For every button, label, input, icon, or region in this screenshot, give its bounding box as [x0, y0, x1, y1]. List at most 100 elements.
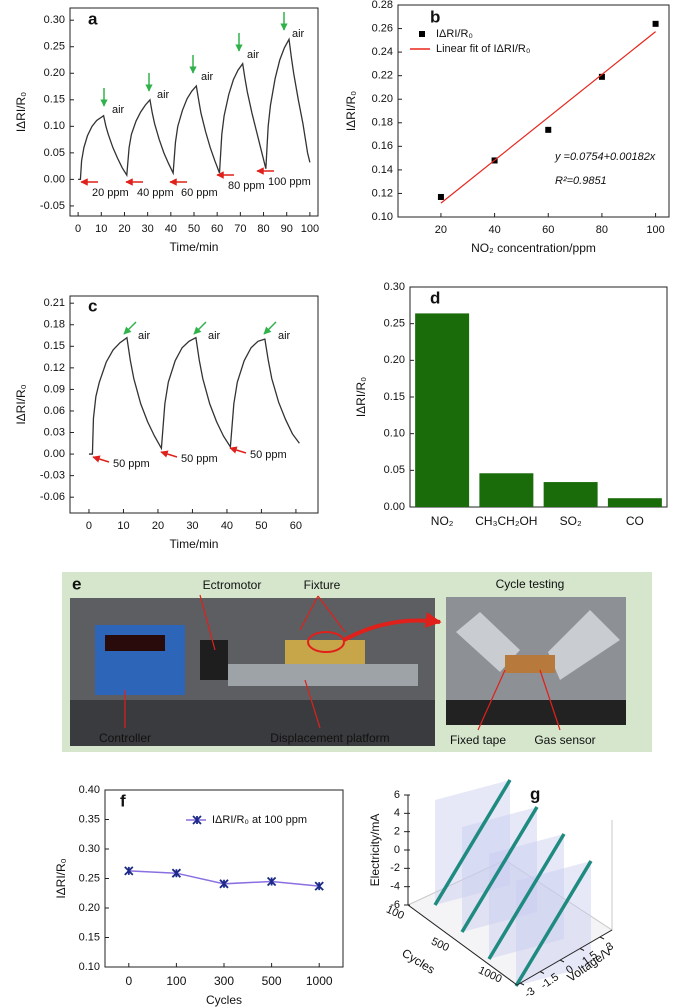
annotation: 60 ppm [181, 187, 218, 199]
panel-label: d [430, 288, 440, 307]
x-tick-label: 20 [118, 223, 130, 235]
plot-frame [69, 295, 319, 514]
photo-sensor [505, 655, 555, 673]
panel-label: f [120, 791, 126, 810]
x-axis [516, 929, 613, 986]
y-tick-label: -0.05 [40, 200, 65, 212]
y-tick-label: 0.21 [44, 297, 65, 309]
x-axis-label: Time/min [170, 240, 219, 254]
annotation: y =0.0754+0.00182x [554, 151, 656, 163]
data-marker [314, 881, 324, 891]
legend-label: IΔRI/R₀ [436, 28, 473, 40]
annotation: R²=0.9851 [555, 175, 607, 187]
annotation-arrow [229, 446, 247, 454]
x-tick-label: 0 [75, 223, 81, 235]
y-tick-label: 0.18 [372, 117, 393, 129]
x-tick-label: 100 [166, 974, 186, 988]
iv-curve [460, 806, 539, 933]
x-tick-label: 30 [186, 520, 198, 532]
x-tick-label: 10 [117, 520, 129, 532]
x-tick-label: 60 [211, 223, 223, 235]
photo-shadow [446, 700, 626, 725]
zoom-arrow [343, 612, 442, 642]
panel-label: g [530, 784, 540, 803]
annotation: air [201, 71, 214, 83]
y-tick-label: 0 [394, 844, 400, 856]
z-axis-label: Cycles [399, 946, 437, 977]
x-tick-label: 70 [234, 223, 246, 235]
x-tick-label: 0 [86, 520, 92, 532]
y-tick-label: 0.16 [372, 140, 393, 152]
y-tick-label: 0.10 [372, 211, 393, 223]
annotation-arrow [193, 321, 207, 335]
x-tick-label: CH₃CH₂OH [475, 514, 537, 528]
y-tick-label: 0.15 [44, 340, 65, 352]
x-tick-label: NO₂ [431, 514, 454, 528]
y-tick-label: 2 [394, 826, 400, 838]
y-tick-label: 0.00 [384, 501, 405, 513]
y-tick-label: 4 [394, 807, 400, 819]
data-point [437, 193, 444, 200]
y-tick-label: 0.20 [372, 93, 393, 105]
legend-swatch [419, 31, 425, 37]
x-tick-label: 40 [221, 520, 233, 532]
y-tick-label: 0.06 [44, 405, 65, 417]
x-axis-label: Cycles [206, 993, 242, 1007]
y-tick-label: 0.25 [384, 318, 405, 330]
y-tick-label: -4 [390, 881, 400, 893]
y-tick-label: 0.10 [79, 961, 100, 973]
x-tick-label: 100 [301, 223, 319, 235]
x-tick-label: 100 [646, 224, 664, 236]
data-point [545, 126, 552, 133]
panel-label: e [72, 574, 81, 593]
caption: Cycle testing [496, 577, 565, 591]
panel-label: c [88, 296, 97, 315]
y-tick-label: 0.12 [372, 187, 393, 199]
x-tick-label: 60 [290, 520, 302, 532]
y-axis-label: IΔRI/R₀ [354, 377, 368, 417]
x-tick-label: 0 [125, 974, 132, 988]
y-tick-label: 0.28 [372, 0, 393, 11]
photo-display [105, 635, 165, 651]
annotation: air [278, 330, 291, 342]
x-tick-label: CO [626, 514, 644, 528]
x-tick-label: 80 [596, 224, 608, 236]
x-axis-label: NO₂ concentration/ppm [471, 241, 596, 255]
data-line [88, 336, 300, 455]
photo-table [70, 700, 435, 746]
y-tick-label: 0.05 [384, 464, 405, 476]
annotation-arrow [92, 455, 110, 463]
data-marker [219, 879, 229, 889]
x-tick-label: 60 [542, 224, 554, 236]
data-line [78, 37, 311, 181]
y-axis-label: IΔRI/R₀ [54, 858, 68, 898]
z-axis [407, 904, 518, 986]
annotation: 80 ppm [228, 180, 265, 192]
panel-label: a [88, 9, 98, 28]
annotation: air [157, 89, 170, 101]
y-tick-label: 0.22 [372, 70, 393, 82]
z-tick-label: 100 [384, 904, 406, 923]
x-tick [539, 971, 545, 974]
y-tick-label: 0.30 [44, 14, 65, 26]
y-tick-label: 0.00 [44, 173, 65, 185]
y-tick-label: 0.24 [372, 46, 393, 58]
panel-label: b [430, 7, 440, 26]
y-tick-label: -0.03 [40, 470, 65, 482]
z-tick-label: 500 [429, 936, 451, 955]
bar [415, 313, 470, 507]
plot-frame [397, 4, 670, 218]
y-tick-label: 0.14 [372, 164, 393, 176]
annotation: air [208, 330, 221, 342]
annotation: air [292, 28, 305, 40]
bar [543, 482, 598, 507]
annotation: 50 ppm [181, 453, 218, 465]
annotation: 50 ppm [113, 458, 150, 470]
caption: Controller [99, 731, 151, 745]
data-point [598, 73, 605, 80]
x-tick [559, 959, 565, 963]
y-tick-label: -2 [390, 862, 400, 874]
annotation: 40 ppm [137, 187, 174, 199]
y-tick-label: -0.06 [40, 491, 65, 503]
x-tick-label: 10 [95, 223, 107, 235]
